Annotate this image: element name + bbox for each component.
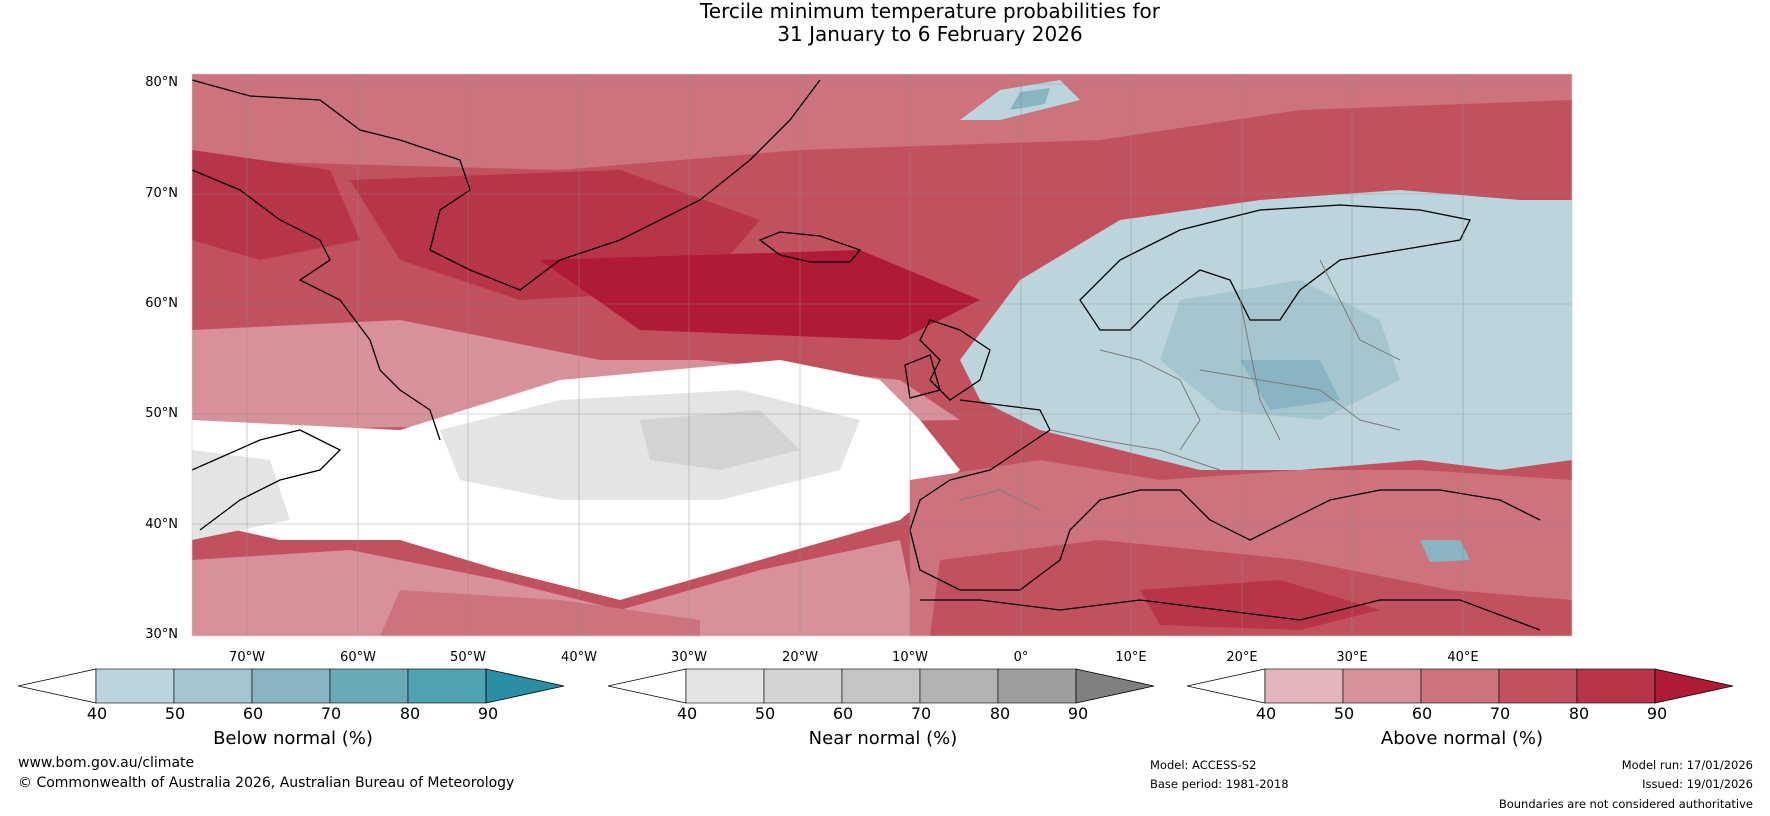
colorbar-above-tick: 50	[1333, 704, 1355, 723]
colorbar-above-low-arrow	[1187, 668, 1266, 704]
colorbar-near-normal	[608, 668, 1155, 704]
colorbar-near-segment	[685, 668, 765, 704]
footer-website: www.bom.gov.au/climate	[18, 755, 195, 771]
colorbar-above-tick: 90	[1646, 704, 1668, 723]
map-title: Tercile minimum temperature probabilitie…	[0, 0, 1770, 46]
footer-model-run: Model run: 17/01/2026	[1621, 758, 1753, 772]
colorbar-near-segment	[997, 668, 1077, 704]
colorbar-near-segment	[763, 668, 843, 704]
colorbar-above-high-arrow	[1654, 668, 1734, 704]
above-normal-core-canada	[192, 150, 360, 260]
colorbar-near-segment	[841, 668, 921, 704]
lon-label-20w: 20°W	[782, 650, 818, 665]
colorbar-near-tick: 60	[832, 704, 854, 723]
colorbar-above-segment	[1498, 668, 1578, 704]
lat-label-30n: 30°N	[145, 627, 178, 642]
colorbar-below-normal	[18, 668, 565, 704]
above-normal-africa-core	[1140, 580, 1380, 630]
lon-label-10e: 10°E	[1115, 650, 1147, 665]
colorbar-near-high-arrow	[1075, 668, 1155, 704]
country-borders	[959, 259, 1401, 511]
colorbar-near-tick: 50	[754, 704, 776, 723]
colorbar-near-tick: 70	[910, 704, 932, 723]
footer-issued: Issued: 19/01/2026	[1642, 777, 1753, 791]
lon-label-40e: 40°E	[1447, 650, 1479, 665]
footer-disclaimer: Boundaries are not considered authoritat…	[1498, 797, 1753, 811]
lon-label-0: 0°	[1013, 650, 1029, 665]
colorbar-below-tick: 60	[242, 704, 264, 723]
footer-model: Model: ACCESS-S2	[1150, 758, 1257, 772]
colorbar-near-tick: 90	[1067, 704, 1089, 723]
above-normal-band	[192, 74, 1572, 170]
colorbar-below-tick: 90	[477, 704, 499, 723]
below-normal-arctic-core	[1010, 88, 1050, 110]
colorbar-above-tick: 40	[1255, 704, 1277, 723]
colorbar-above-segment	[1342, 668, 1422, 704]
above-normal-core-atlantic	[540, 250, 980, 340]
lon-label-40w: 40°W	[561, 650, 597, 665]
lon-label-10w: 10°W	[892, 650, 928, 665]
colorbar-above-normal	[1187, 668, 1734, 704]
colorbar-near-tick: 80	[989, 704, 1011, 723]
lon-label-70w: 70°W	[229, 650, 265, 665]
above-normal-south-band	[192, 540, 920, 636]
gridlines	[192, 74, 1572, 636]
lat-label-70n: 70°N	[145, 186, 178, 201]
above-normal-south-core	[380, 590, 700, 636]
colorbar-near-low-arrow	[608, 668, 687, 704]
lon-label-50w: 50°W	[450, 650, 486, 665]
colorbar-above-label: Above normal (%)	[1380, 728, 1544, 749]
coastlines	[191, 79, 1541, 631]
colorbar-below-tick: 70	[320, 704, 342, 723]
lon-label-30e: 30°E	[1336, 650, 1368, 665]
map-frame	[191, 73, 1573, 637]
footer-base-period: Base period: 1981-2018	[1150, 777, 1289, 791]
below-normal-core	[1160, 280, 1400, 420]
near-normal-core	[640, 410, 800, 470]
map-title-line1: Tercile minimum temperature probabilitie…	[699, 0, 1161, 23]
colorbar-above-tick: 60	[1411, 704, 1433, 723]
lon-label-30w: 30°W	[671, 650, 707, 665]
lat-label-80n: 80°N	[145, 75, 178, 90]
footer-copyright: © Commonwealth of Australia 2026, Austra…	[18, 775, 515, 791]
colorbar-below-segment	[329, 668, 409, 704]
lon-label-60w: 60°W	[340, 650, 376, 665]
below-normal-turkey-spot	[1420, 540, 1470, 562]
lat-label-60n: 60°N	[145, 296, 178, 311]
colorbar-below-tick: 50	[164, 704, 186, 723]
lat-label-50n: 50°N	[145, 406, 178, 421]
colorbar-below-label: Below normal (%)	[213, 728, 373, 749]
colorbar-below-high-arrow	[485, 668, 565, 704]
colorbar-below-low-arrow	[18, 668, 97, 704]
colorbar-below-tick: 80	[399, 704, 421, 723]
colorbar-near-segment	[919, 668, 999, 704]
colorbar-above-segment	[1264, 668, 1344, 704]
colorbar-above-segment	[1576, 668, 1656, 704]
colorbar-below-segment	[407, 668, 487, 704]
colorbar-above-tick: 70	[1489, 704, 1511, 723]
colorbar-near-label: Near normal (%)	[808, 728, 958, 749]
colorbar-below-segment	[251, 668, 331, 704]
map-title-line2: 31 January to 6 February 2026	[777, 22, 1083, 46]
colorbar-below-tick: 40	[86, 704, 108, 723]
colorbar-below-segment	[95, 668, 175, 704]
colorbar-near-tick: 40	[676, 704, 698, 723]
colorbar-above-tick: 80	[1568, 704, 1590, 723]
colorbar-above-segment	[1420, 668, 1500, 704]
colorbar-below-segment	[173, 668, 253, 704]
lat-label-40n: 40°N	[145, 517, 178, 532]
lon-label-20e: 20°E	[1226, 650, 1258, 665]
